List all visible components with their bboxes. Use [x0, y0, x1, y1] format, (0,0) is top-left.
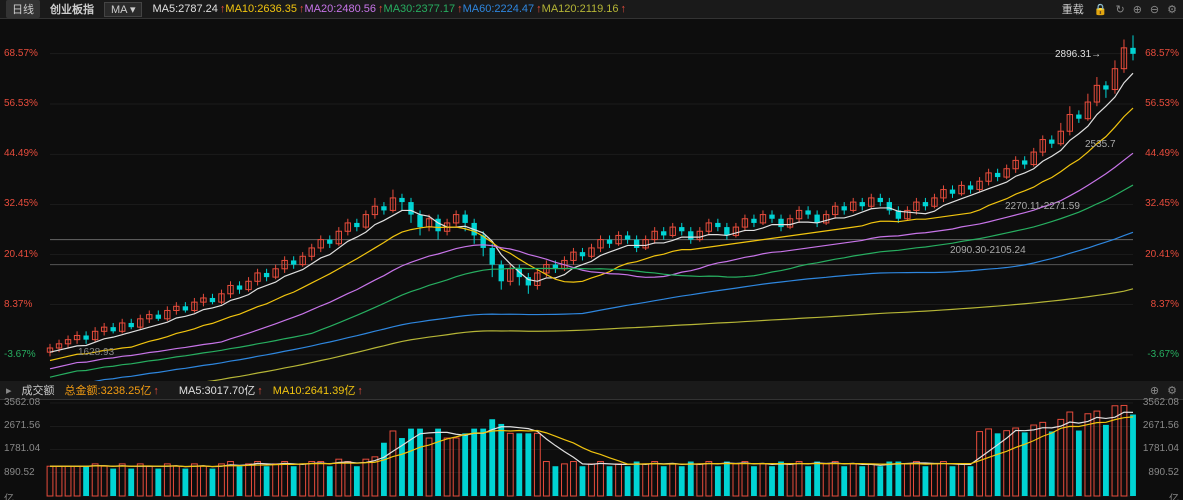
reload-button[interactable]: 重载 [1062, 1, 1084, 17]
price-annotation: 2090.30-2105.24 [950, 245, 1026, 256]
toolbar-icon[interactable]: ↻ [1115, 3, 1124, 16]
vol-y-label-right: 亿 [1169, 490, 1179, 500]
price-annotation: 2896.31→ [1055, 49, 1101, 60]
symbol-label[interactable]: 创业板指 [50, 1, 94, 17]
ma-values: MA5:2787.24MA10:2636.35MA20:2480.56MA30:… [152, 3, 626, 15]
ma-value: MA20:2480.56 [304, 3, 383, 15]
timeframe-label[interactable]: 日线 [6, 0, 40, 18]
y-axis-label-right: 56.53% [1145, 98, 1179, 109]
volume-label: 成交额 [22, 382, 55, 398]
y-axis-label-right: 32.45% [1145, 198, 1179, 209]
y-axis-label-left: 56.53% [4, 98, 38, 109]
vol-y-label-left: 亿 [4, 490, 14, 500]
toolbar-icon[interactable]: ⊕ [1133, 3, 1142, 16]
volume-header-icons: ⊕⚙ [1150, 384, 1177, 397]
y-axis-label-right: 68.57% [1145, 48, 1179, 59]
vol-y-label-right: 890.52 [1148, 467, 1179, 478]
volume-header: ▸ 成交额 总金额:3238.25亿 MA5:3017.70亿 MA10:2641… [0, 381, 1183, 400]
volume-total: 总金额:3238.25亿 [65, 382, 159, 398]
y-axis-label-left: 20.41% [4, 249, 38, 260]
toolbar-icon[interactable]: ⚙ [1167, 3, 1177, 16]
y-axis-label-left: 44.49% [4, 148, 38, 159]
y-axis-label-left: -3.67% [4, 349, 36, 360]
volume-chart-svg [0, 400, 1183, 500]
vol-y-label-right: 3562.08 [1143, 397, 1179, 408]
vol-y-label-right: 2671.56 [1143, 420, 1179, 431]
y-axis-label-right: -3.67% [1147, 349, 1179, 360]
vol-y-label-left: 1781.04 [4, 443, 40, 454]
header-icons: 🔒 ↻ ⊕ ⊖ ⚙ [1094, 3, 1177, 16]
volume-ma-values: MA5:3017.70亿 MA10:2641.39亿 [169, 382, 363, 398]
ma-value: MA120:2119.16 [542, 3, 626, 15]
ma-value: MA10:2636.35 [225, 3, 304, 15]
vol-y-label-left: 890.52 [4, 467, 35, 478]
y-axis-label-left: 32.45% [4, 198, 38, 209]
vol-y-label-left: 3562.08 [4, 397, 40, 408]
expand-icon[interactable]: ▸ [6, 384, 12, 397]
ma-value: MA60:2224.47 [463, 3, 542, 15]
price-annotation: 1628.93 [78, 347, 114, 358]
vol-y-label-left: 2671.56 [4, 420, 40, 431]
toolbar-icon[interactable]: ⊕ [1150, 384, 1159, 397]
vol-ma-value: MA5:3017.70亿 [179, 385, 263, 397]
price-annotation: 2270.11-2271.59 [1005, 201, 1080, 212]
volume-chart-area[interactable]: 3562.08 2671.56 1781.04 890.52 亿 3562.08 2671.… [0, 400, 1183, 500]
toolbar-icon[interactable]: ⊖ [1150, 3, 1159, 16]
y-axis-label-left: 8.37% [4, 299, 32, 310]
vol-ma-value: MA10:2641.39亿 [273, 385, 363, 397]
ma-value: MA5:2787.24 [152, 3, 225, 15]
toolbar-icon[interactable]: 🔒 [1094, 3, 1108, 16]
y-axis-label-right: 20.41% [1145, 249, 1179, 260]
price-chart-area[interactable]: 68.57% 56.53% 44.49% 32.45% 20.41% 8.37% -3.67… [0, 19, 1183, 381]
y-axis-label-right: 44.49% [1145, 148, 1179, 159]
price-annotation: 2535.7 [1085, 139, 1116, 150]
price-header: 日线 创业板指 MA ▾ MA5:2787.24MA10:2636.35MA20… [0, 0, 1183, 19]
vol-y-label-right: 1781.04 [1143, 443, 1179, 454]
y-axis-label-right: 8.37% [1151, 299, 1179, 310]
price-chart-svg [0, 19, 1183, 381]
y-axis-label-left: 68.57% [4, 48, 38, 59]
ma-value: MA30:2377.17 [384, 3, 463, 15]
ma-dropdown[interactable]: MA ▾ [104, 2, 142, 17]
toolbar-icon[interactable]: ⚙ [1167, 384, 1177, 397]
